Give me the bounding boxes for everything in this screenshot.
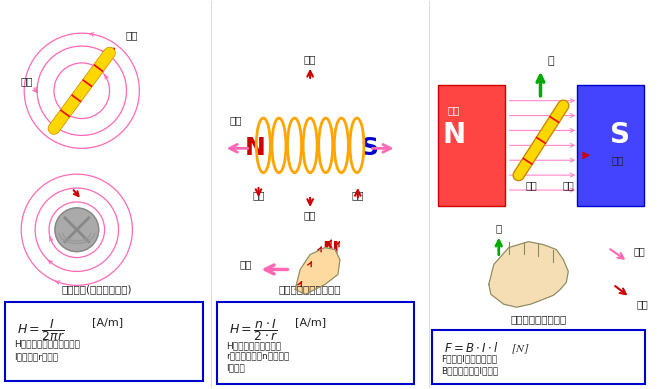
Text: 电流: 电流 — [252, 190, 265, 200]
Text: 磁通: 磁通 — [634, 247, 646, 257]
Text: $F=B \cdot I \cdot l$     [N]: $F=B \cdot I \cdot l$ [N] — [444, 341, 530, 356]
Text: 线圈因电流产生的磁通: 线圈因电流产生的磁通 — [279, 284, 342, 294]
Text: r：线圈半径、n：匝数、: r：线圈半径、n：匝数、 — [226, 352, 289, 361]
Text: H：中心的磁场强度、: H：中心的磁场强度、 — [226, 342, 281, 350]
Text: I：电流、r：半径: I：电流、r：半径 — [14, 352, 58, 361]
Text: 磁通: 磁通 — [21, 76, 34, 86]
Circle shape — [55, 208, 99, 252]
Text: 电流: 电流 — [612, 155, 624, 165]
Text: $H = \dfrac{I}{2\pi r}$: $H = \dfrac{I}{2\pi r}$ — [17, 317, 65, 343]
FancyBboxPatch shape — [438, 85, 505, 206]
Text: N: N — [322, 240, 338, 259]
Text: F：力，I：导线的长度: F：力，I：导线的长度 — [442, 354, 497, 363]
Text: S: S — [610, 121, 630, 149]
Text: $H = \dfrac{n \cdot I}{2 \cdot r}$: $H = \dfrac{n \cdot I}{2 \cdot r}$ — [229, 317, 278, 343]
Text: 电流: 电流 — [304, 210, 317, 220]
Text: [A/m]: [A/m] — [295, 317, 327, 327]
FancyBboxPatch shape — [217, 302, 415, 384]
Text: 磁铁: 磁铁 — [448, 105, 461, 116]
Text: [A/m]: [A/m] — [92, 317, 123, 327]
Text: S: S — [361, 136, 378, 160]
Text: N: N — [245, 136, 266, 160]
FancyBboxPatch shape — [5, 302, 203, 381]
Text: 电流: 电流 — [351, 190, 364, 200]
FancyBboxPatch shape — [578, 85, 644, 206]
Text: 电流: 电流 — [125, 30, 138, 40]
Text: 电流: 电流 — [637, 299, 648, 309]
Text: I：电流: I：电流 — [226, 363, 244, 372]
Polygon shape — [489, 242, 568, 307]
Text: B：磁通密度，I：电流: B：磁通密度，I：电流 — [442, 366, 498, 375]
Text: 电流: 电流 — [304, 54, 317, 64]
Text: H：同心圆上的磁场强度、: H：同心圆上的磁场强度、 — [14, 340, 80, 349]
Text: 力: 力 — [495, 223, 502, 233]
Polygon shape — [295, 248, 340, 294]
Text: 磁通: 磁通 — [239, 259, 252, 270]
FancyBboxPatch shape — [432, 330, 645, 384]
Text: 力: 力 — [547, 56, 554, 66]
Text: 基于弗莱明左手定则: 基于弗莱明左手定则 — [510, 314, 566, 324]
Text: 磁通: 磁通 — [526, 180, 537, 190]
Text: 安培定则(右手螺旋定则): 安培定则(右手螺旋定则) — [61, 284, 132, 294]
Text: N: N — [443, 121, 466, 149]
Text: 磁通: 磁通 — [229, 116, 242, 126]
Text: 导线: 导线 — [562, 180, 574, 190]
